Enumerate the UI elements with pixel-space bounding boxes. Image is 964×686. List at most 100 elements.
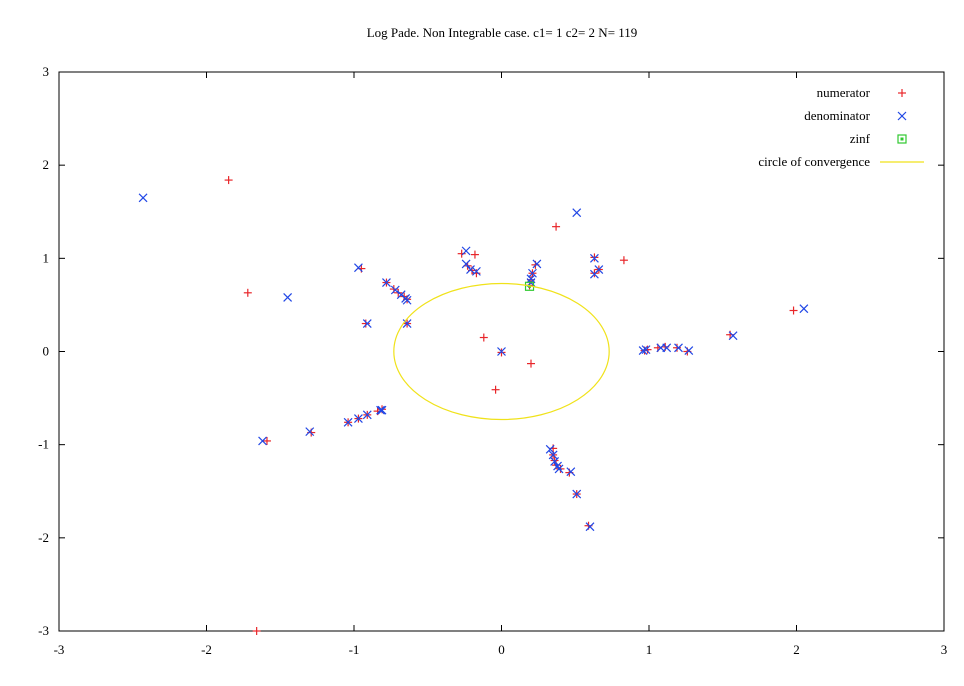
cross-stroke-b xyxy=(590,269,599,279)
cross-stroke-b xyxy=(674,343,683,353)
cross-stroke-b xyxy=(461,259,471,269)
legend-marker xyxy=(897,134,907,144)
axes: -3 -2 -1 0 1 2 3 -3 -2 -1 0 1 2 3 xyxy=(38,64,947,657)
numerator-point xyxy=(590,269,599,278)
denominator-point xyxy=(354,414,363,424)
denominator-point xyxy=(638,346,648,355)
x-tick-label: 0 xyxy=(498,642,505,657)
denominator-point xyxy=(728,331,738,341)
cross-stroke-b xyxy=(362,410,372,420)
cross-stroke-b xyxy=(799,304,809,314)
cross-stroke-b xyxy=(550,457,560,466)
numerator-point xyxy=(470,250,479,259)
cross-stroke-b xyxy=(566,467,576,477)
numerator-point xyxy=(457,249,466,258)
cross-stroke-b xyxy=(283,293,293,302)
denominator-point xyxy=(662,343,672,353)
series-layer xyxy=(138,176,809,635)
cross-stroke-b xyxy=(662,343,672,353)
denominator-point xyxy=(390,285,400,295)
denominator-point xyxy=(461,246,471,256)
cross-stroke-b xyxy=(554,464,564,474)
x-tick-label: -1 xyxy=(349,642,360,657)
numerator-point xyxy=(491,385,500,394)
cross-stroke-b xyxy=(684,346,694,355)
denominator-point xyxy=(572,208,582,218)
cross-stroke-b xyxy=(585,522,595,532)
cross-stroke-b xyxy=(354,414,363,424)
denominator-point xyxy=(258,436,267,446)
series-circle-of-convergence xyxy=(393,282,610,421)
denominator-point xyxy=(362,410,372,420)
denominator-point xyxy=(566,467,576,477)
cross-stroke-b xyxy=(258,436,267,446)
square-dot xyxy=(528,284,532,288)
denominator-point xyxy=(550,457,560,466)
denominator-point xyxy=(684,346,694,355)
legend-marker xyxy=(898,89,906,97)
legend-label: numerator xyxy=(817,85,871,100)
cross-stroke-b xyxy=(466,265,475,274)
legend: numerator denominator zinf circle of conver… xyxy=(758,85,924,169)
denominator-point xyxy=(461,259,471,269)
cross-stroke-b xyxy=(572,489,582,499)
numerator-point xyxy=(262,436,271,445)
y-tick-label: 0 xyxy=(43,344,50,359)
legend-label: zinf xyxy=(850,131,871,146)
series-denominator xyxy=(138,193,809,532)
denominator-point xyxy=(497,347,506,356)
y-tick-label: -1 xyxy=(38,437,49,452)
denominator-point xyxy=(590,269,599,279)
denominator-point xyxy=(799,304,809,314)
y-tick-label: 3 xyxy=(43,64,50,79)
denominator-point xyxy=(526,274,536,284)
cross-stroke-b xyxy=(590,253,599,263)
y-tick-label: 2 xyxy=(43,157,50,172)
numerator-point xyxy=(252,627,261,635)
denominator-point xyxy=(532,259,542,269)
numerator-point xyxy=(361,319,370,328)
cross-stroke-b xyxy=(382,278,391,287)
convergence-circle xyxy=(393,282,610,421)
cross-stroke-b xyxy=(572,208,582,218)
y-tick-label: -3 xyxy=(38,623,49,638)
denominator-point xyxy=(402,319,412,328)
numerator-point xyxy=(590,253,599,262)
denominator-point xyxy=(545,444,555,454)
denominator-point xyxy=(362,319,372,328)
denominator-point xyxy=(528,268,537,278)
cross-stroke-b xyxy=(396,290,406,300)
denominator-point xyxy=(138,193,148,203)
numerator-point xyxy=(552,222,561,231)
denominator-point xyxy=(641,345,651,355)
cross-stroke-b xyxy=(728,331,738,341)
cross-stroke-b xyxy=(532,259,542,269)
cross-stroke-b xyxy=(528,268,537,278)
series-numerator xyxy=(224,176,798,635)
cross-stroke-b xyxy=(362,319,372,328)
cross-stroke-b xyxy=(461,246,471,256)
y-tick-label: 1 xyxy=(43,250,50,265)
square-outline xyxy=(897,134,907,144)
cross-stroke-b xyxy=(472,266,481,276)
cross-stroke-b xyxy=(402,295,412,305)
numerator-point xyxy=(673,343,682,352)
cross-stroke-b xyxy=(553,461,562,471)
cross-stroke-b xyxy=(390,285,400,295)
cross-stroke-b xyxy=(402,319,412,328)
denominator-point xyxy=(376,405,385,415)
legend-label: circle of convergence xyxy=(758,154,870,169)
denominator-point xyxy=(354,263,363,273)
denominator-point xyxy=(466,265,475,274)
numerator-point xyxy=(497,348,506,357)
cross-stroke-b xyxy=(138,193,148,203)
cross-stroke-b xyxy=(305,427,315,437)
cross-stroke-b xyxy=(897,111,907,121)
legend-marker xyxy=(897,111,907,121)
denominator-point xyxy=(674,343,683,353)
numerator-point xyxy=(243,288,252,297)
cross-stroke-b xyxy=(545,444,555,454)
y-tick-label: -2 xyxy=(38,530,49,545)
